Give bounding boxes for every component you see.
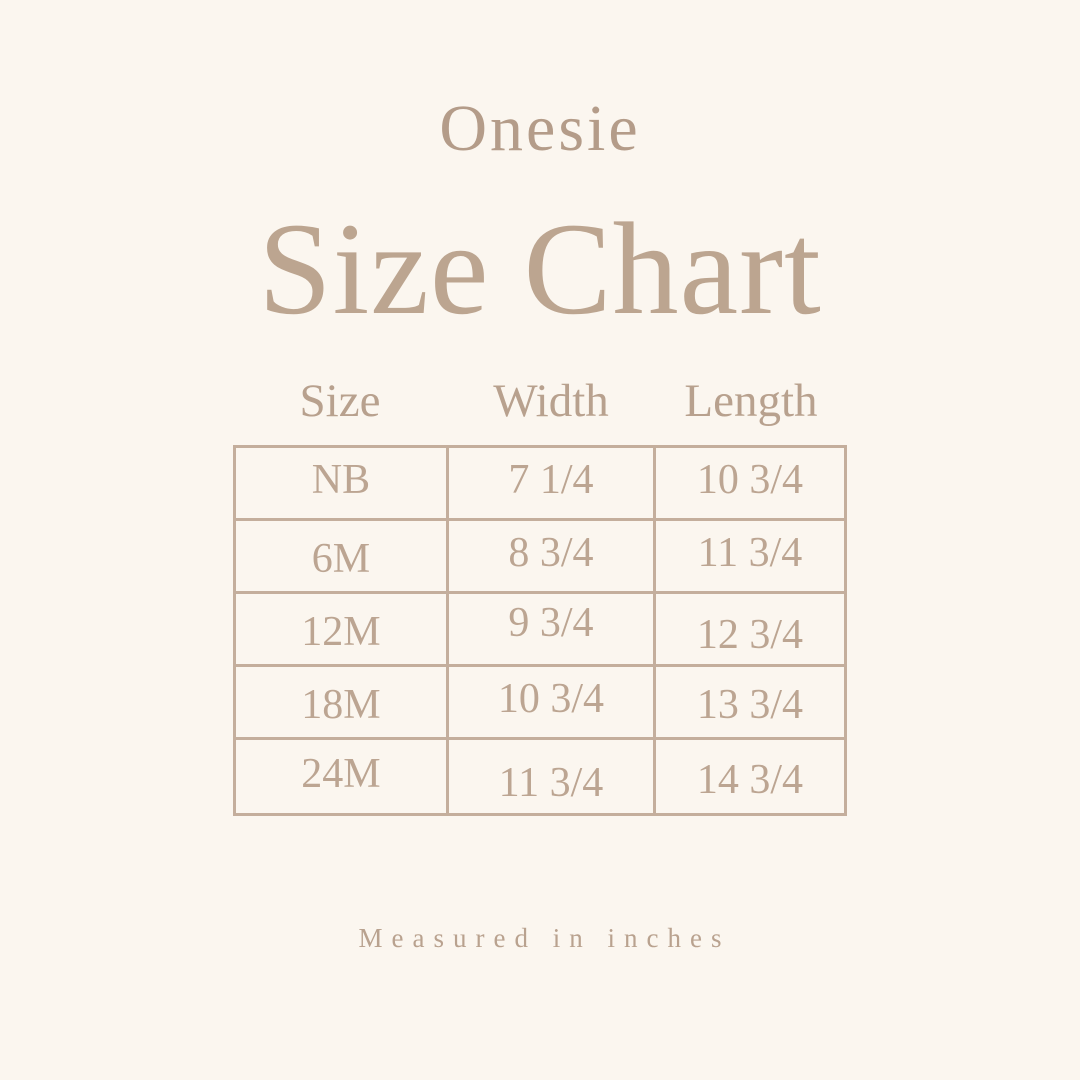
cell-width: 8 3/4: [449, 521, 656, 591]
cell-size: 18M: [236, 667, 449, 737]
cell-length: 10 3/4: [696, 457, 804, 503]
table-row: NB 7 1/4 10 3/4: [236, 448, 844, 521]
cell-length: 14 3/4: [696, 756, 804, 803]
column-header-width: Width: [493, 375, 609, 427]
cell-width: 11 3/4: [449, 740, 656, 813]
table-grid: NB 7 1/4 10 3/4 6M 8 3/4 11 3/4 12M 9 3/…: [233, 445, 847, 816]
cell-length: 11 3/4: [697, 530, 803, 576]
cell-length: 13 3/4: [696, 682, 804, 728]
page-title: Size Chart: [258, 195, 822, 342]
cell-size: 12M: [236, 594, 449, 664]
cell-size: NB: [236, 448, 449, 518]
cell-width: 10 3/4: [449, 667, 656, 737]
table-row: 6M 8 3/4 11 3/4: [236, 521, 844, 594]
table-row: 24M 11 3/4 14 3/4: [236, 740, 844, 813]
product-title: Onesie: [439, 92, 641, 165]
cell-width: 9 3/4: [449, 594, 656, 664]
column-header-size: Size: [299, 375, 381, 427]
measurement-units-note: Measured in inches: [358, 923, 731, 953]
cell-size: 6M: [236, 521, 449, 591]
table-row: 18M 10 3/4 13 3/4: [236, 667, 844, 740]
table-header-row: Size Width Length: [233, 378, 847, 442]
cell-size: 24M: [236, 740, 449, 813]
column-header-length: Length: [684, 375, 818, 427]
cell-width: 7 1/4: [449, 448, 656, 518]
table-row: 12M 9 3/4 12 3/4: [236, 594, 844, 667]
size-chart-table: Size Width Length NB 7 1/4 10 3/4 6M 8 3…: [233, 378, 847, 816]
cell-length: 12 3/4: [696, 612, 804, 658]
